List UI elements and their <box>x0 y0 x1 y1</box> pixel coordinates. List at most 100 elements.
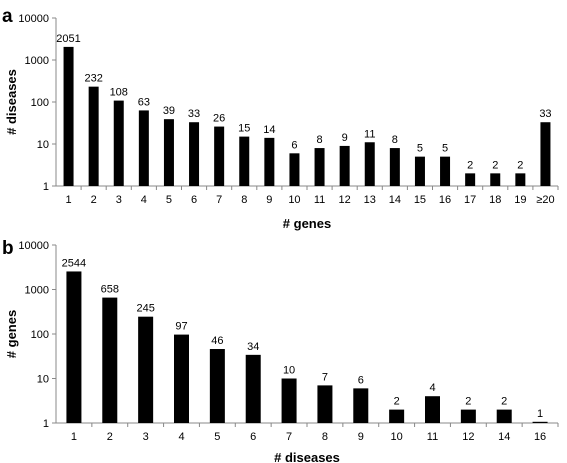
x-tick-label: 17 <box>464 194 476 206</box>
bar <box>364 142 375 186</box>
data-label: 5 <box>442 143 448 155</box>
panel-label: b <box>2 238 14 259</box>
bar <box>425 396 440 423</box>
data-label: 5 <box>417 143 423 155</box>
bar <box>289 153 300 186</box>
x-tick-label: ≥20 <box>536 194 554 206</box>
x-tick-label: 8 <box>322 431 328 443</box>
bar <box>532 421 548 423</box>
x-tick-label: 7 <box>286 431 292 443</box>
x-tick-label: 11 <box>427 431 438 443</box>
data-label: 6 <box>291 139 297 151</box>
bar <box>515 173 526 186</box>
x-tick-label: 13 <box>364 194 376 206</box>
bar <box>138 316 154 423</box>
bar <box>389 148 400 186</box>
x-tick-label: 16 <box>439 194 451 206</box>
x-tick-label: 5 <box>166 194 172 206</box>
data-label: 2 <box>467 159 473 171</box>
bar <box>460 409 476 423</box>
bar <box>339 145 350 186</box>
bar <box>540 122 551 186</box>
bar <box>189 122 200 186</box>
bar <box>138 110 149 186</box>
x-tick-label: 19 <box>514 194 526 206</box>
x-tick-label: 14 <box>389 194 401 206</box>
bar <box>353 388 369 423</box>
data-label: 245 <box>136 303 154 315</box>
bar <box>63 46 74 186</box>
x-axis-title: # genes <box>283 216 331 231</box>
data-label: 34 <box>247 341 259 353</box>
panel-label: a <box>2 6 13 27</box>
data-label: 4 <box>429 382 435 394</box>
y-tick-label: 100 <box>31 97 49 109</box>
data-label: 39 <box>163 105 175 117</box>
bar <box>113 100 124 186</box>
data-label: 15 <box>238 123 250 135</box>
bar <box>465 173 476 186</box>
data-label: 10 <box>283 365 295 377</box>
x-tick-label: 11 <box>314 194 325 206</box>
x-tick-label: 2 <box>91 194 97 206</box>
x-tick-label: 8 <box>241 194 247 206</box>
y-axis-title: # genes <box>4 310 19 358</box>
y-tick-label: 10 <box>37 139 49 151</box>
x-tick-label: 1 <box>71 431 77 443</box>
bar <box>281 378 297 423</box>
data-label: 658 <box>101 284 119 296</box>
y-tick-label: 1 <box>43 181 49 193</box>
data-label: 11 <box>364 128 375 140</box>
x-tick-label: 15 <box>414 194 426 206</box>
bar <box>239 136 250 186</box>
x-tick-label: 5 <box>214 431 220 443</box>
bar <box>102 297 118 423</box>
y-tick-label: 10 <box>37 374 49 386</box>
x-tick-label: 4 <box>178 431 184 443</box>
data-label: 46 <box>211 335 223 347</box>
bar <box>245 354 261 423</box>
chart-panel-a: a110100100010000205112322108363439533626… <box>2 6 559 231</box>
data-label: 97 <box>175 321 187 333</box>
bar <box>264 137 275 186</box>
x-axis-title: # diseases <box>274 450 340 463</box>
data-label: 2051 <box>56 33 80 45</box>
x-tick-label: 18 <box>489 194 501 206</box>
data-label: 2 <box>465 396 471 408</box>
y-tick-label: 1000 <box>25 55 49 67</box>
bar <box>174 334 189 423</box>
data-label: 7 <box>322 371 328 383</box>
data-label: 33 <box>188 108 200 120</box>
x-tick-label: 16 <box>534 431 546 443</box>
data-label: 26 <box>213 113 225 125</box>
y-tick-label: 10000 <box>18 240 49 252</box>
bar <box>314 148 325 186</box>
bar <box>317 385 333 423</box>
x-tick-label: 4 <box>141 194 147 206</box>
x-tick-label: 1 <box>65 194 71 206</box>
x-tick-label: 10 <box>391 431 403 443</box>
data-label: 2 <box>394 396 400 408</box>
bar <box>209 349 225 423</box>
x-tick-label: 12 <box>462 431 474 443</box>
x-tick-label: 6 <box>191 194 197 206</box>
data-label: 2 <box>517 159 523 171</box>
x-tick-label: 10 <box>288 194 300 206</box>
y-axis-title: # diseases <box>4 69 19 135</box>
x-tick-label: 3 <box>116 194 122 206</box>
data-label: 108 <box>110 87 128 99</box>
x-tick-label: 14 <box>498 431 510 443</box>
y-tick-label: 100 <box>31 329 49 341</box>
x-tick-label: 12 <box>339 194 351 206</box>
data-label: 1 <box>537 408 543 420</box>
data-label: 232 <box>84 73 102 85</box>
x-tick-label: 7 <box>216 194 222 206</box>
y-tick-label: 1 <box>43 418 49 430</box>
bar <box>490 173 501 186</box>
data-label: 33 <box>539 108 551 120</box>
x-tick-label: 6 <box>250 431 256 443</box>
data-label: 2 <box>501 396 507 408</box>
data-label: 6 <box>358 374 364 386</box>
bar <box>88 86 99 186</box>
